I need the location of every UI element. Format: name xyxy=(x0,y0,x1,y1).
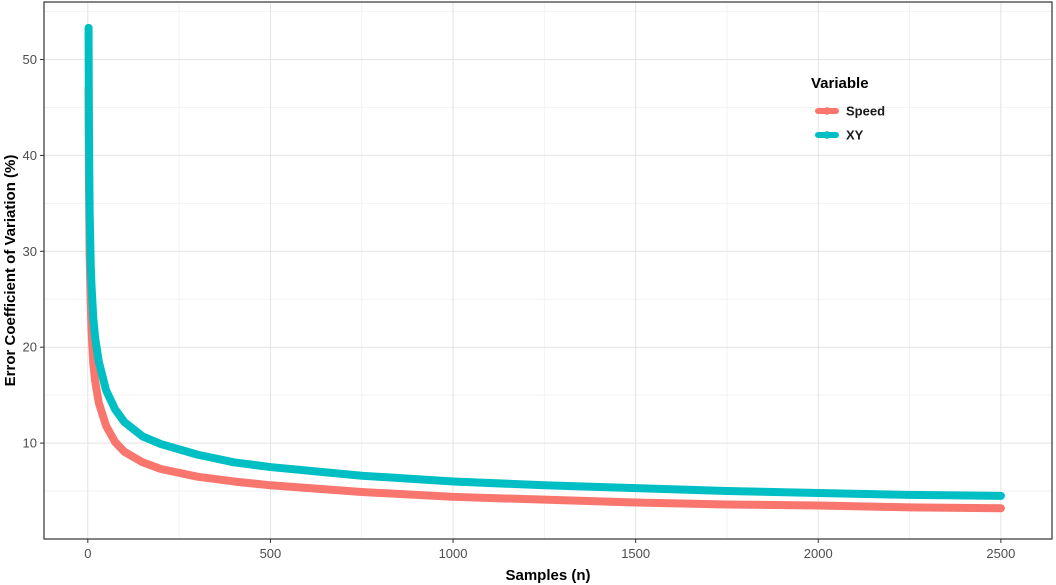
x-tick-label: 0 xyxy=(84,546,91,561)
data-point-xy xyxy=(120,418,129,426)
data-point-speed xyxy=(631,498,640,507)
data-point-xy xyxy=(266,463,275,471)
data-point-xy xyxy=(86,261,95,270)
data-point-speed xyxy=(814,501,823,510)
data-point-speed xyxy=(120,447,129,456)
plot-panel xyxy=(44,2,1052,539)
data-point-speed xyxy=(266,481,275,490)
data-point-xy xyxy=(723,487,731,495)
x-tick-label: 1500 xyxy=(621,546,650,561)
plot-border xyxy=(43,1,1053,540)
legend-item-xy: XY xyxy=(815,128,864,143)
data-point-speed xyxy=(157,465,165,473)
y-tick-label: 30 xyxy=(23,244,37,259)
legend-key-point-speed xyxy=(823,107,831,115)
y-tick-label: 50 xyxy=(23,52,37,67)
data-point-speed xyxy=(723,500,731,509)
data-point-speed xyxy=(193,472,202,481)
data-point-xy xyxy=(89,314,98,323)
data-point-xy xyxy=(357,471,366,480)
data-point-xy xyxy=(84,24,93,32)
y-axis-title: Error Coefficient of Variation (%) xyxy=(2,155,19,387)
data-point-xy xyxy=(87,281,96,289)
data-point-speed xyxy=(230,477,238,486)
series-xy xyxy=(84,23,1005,500)
data-point-speed xyxy=(138,458,147,467)
legend-label-xy: XY xyxy=(846,128,864,143)
data-point-speed xyxy=(111,438,120,446)
minor-gridlines xyxy=(44,2,1052,539)
data-point-speed xyxy=(449,493,457,501)
data-point-xy xyxy=(540,481,549,490)
legend-title: Variable xyxy=(811,75,869,92)
data-point-speed xyxy=(905,503,914,512)
data-point-xy xyxy=(94,357,103,366)
x-axis-title: Samples (n) xyxy=(505,567,590,584)
legend-label-speed: Speed xyxy=(846,104,885,119)
data-point-xy xyxy=(814,489,823,497)
data-point-speed xyxy=(102,422,110,430)
x-tick-label: 1000 xyxy=(439,546,468,561)
legend-item-speed: Speed xyxy=(815,104,885,119)
data-point-speed xyxy=(94,399,103,407)
x-tick-label: 2500 xyxy=(986,546,1015,561)
y-tick-label: 40 xyxy=(23,148,37,163)
y-tick-label: 20 xyxy=(23,340,37,355)
series-layer xyxy=(84,23,1005,513)
data-point-xy xyxy=(102,386,110,395)
x-tick-label: 500 xyxy=(260,546,282,561)
data-point-xy xyxy=(85,209,94,217)
legend-key-point-xy xyxy=(823,131,831,139)
y-tick-label: 10 xyxy=(23,436,37,451)
data-point-xy xyxy=(85,122,93,131)
data-point-xy xyxy=(230,458,238,467)
data-point-xy xyxy=(91,333,99,342)
data-point-speed xyxy=(91,376,99,385)
x-tick-label: 2000 xyxy=(804,546,833,561)
data-point-speed xyxy=(997,504,1005,513)
legend: Variable Speed XY xyxy=(811,75,885,143)
data-point-speed xyxy=(540,495,549,504)
axis-ticks xyxy=(40,59,1002,543)
data-point-xy xyxy=(157,440,165,448)
data-point-xy xyxy=(997,492,1005,500)
legend-items: Speed XY xyxy=(815,104,885,143)
data-point-xy xyxy=(905,491,914,499)
data-point-xy xyxy=(111,405,120,414)
data-point-xy xyxy=(193,450,202,459)
tick-labels: 0 500 1000 1500 2000 2500 10 20 30 40 50 xyxy=(23,52,1016,561)
data-point-xy xyxy=(449,477,457,486)
data-point-speed xyxy=(357,488,366,496)
data-point-xy xyxy=(138,432,147,441)
data-point-xy xyxy=(631,484,640,492)
